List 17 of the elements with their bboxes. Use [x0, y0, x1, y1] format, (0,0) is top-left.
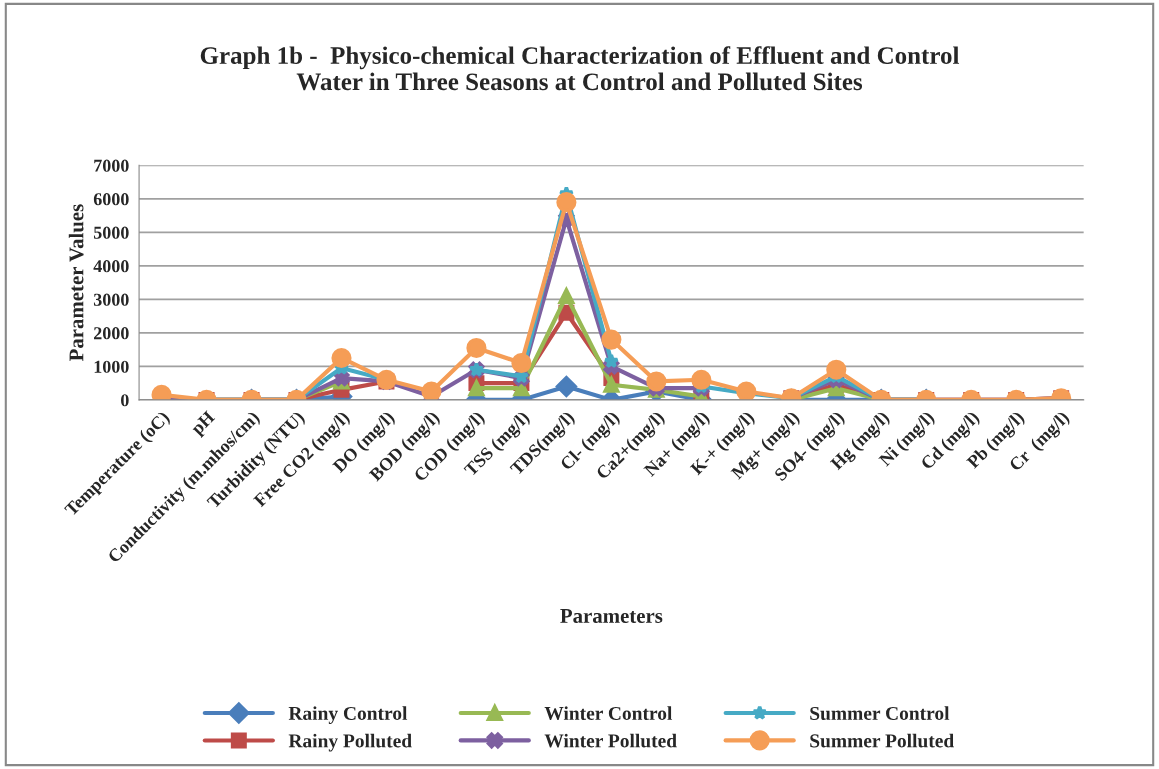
y-tick-label: 0 [121, 394, 129, 407]
legend-label: Rainy Polluted [288, 733, 412, 752]
chart-title: Graph 1b - Physico-chemical Characterization of Effluent and Control Water in Three Seasons at Control and Polluted Sites [200, 46, 960, 91]
legend-label: Winter Polluted [544, 733, 677, 748]
y-tick-label: 1000 [94, 360, 129, 373]
y-tick-label: 2000 [94, 327, 129, 340]
y-tick-label: 7000 [94, 159, 129, 172]
y-tick-label: 5000 [93, 226, 129, 239]
y-axis-title: Parameter Values [68, 204, 84, 362]
legend-label: Summer Polluted [810, 733, 954, 748]
legend-label: Rainy Control [288, 706, 408, 724]
x-axis-title: Parameters [560, 609, 663, 623]
y-tick-label: 4000 [93, 260, 129, 273]
y-tick-label: 3000 [93, 293, 129, 306]
legend-label: Summer Control [810, 706, 950, 721]
y-tick-label: 6000 [93, 193, 129, 206]
legend-label: Winter Control [544, 706, 673, 721]
